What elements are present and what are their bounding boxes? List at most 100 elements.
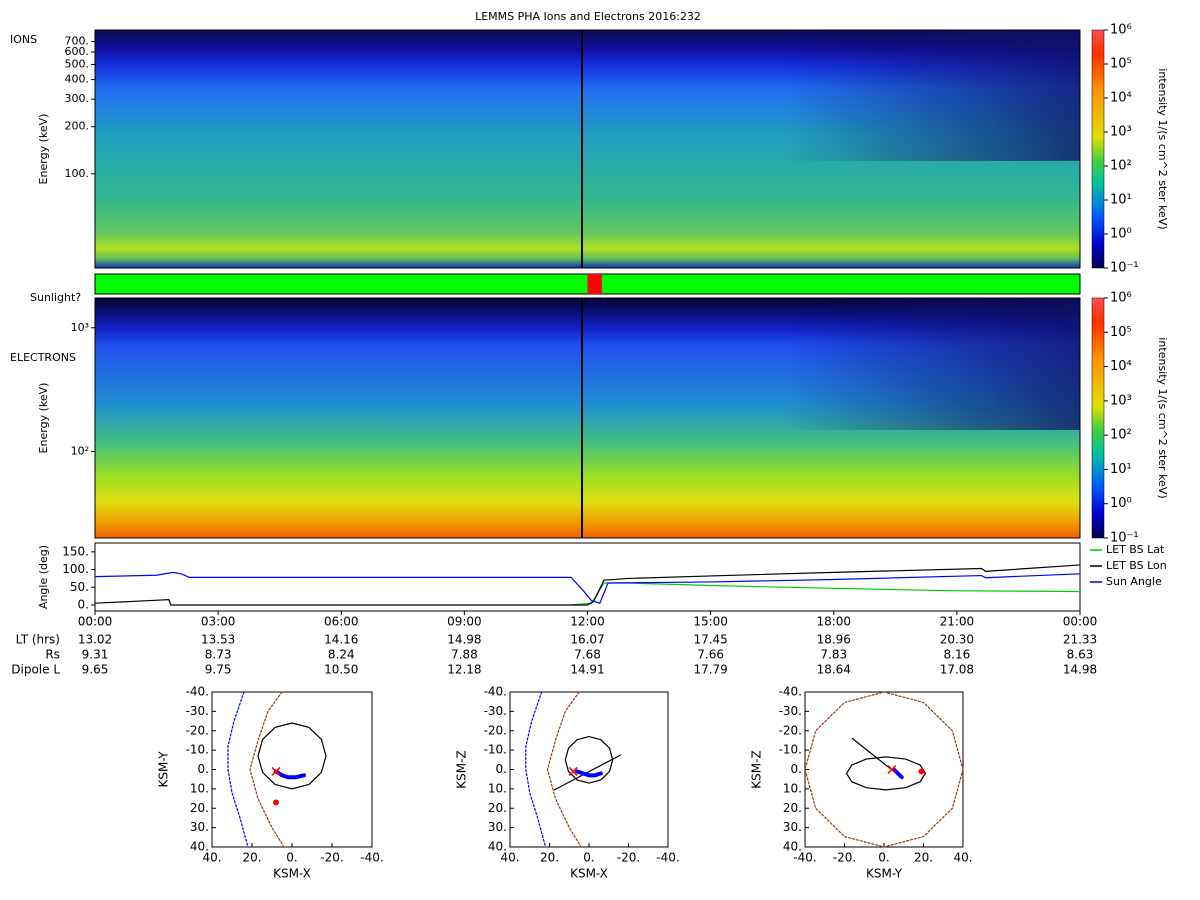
x-tick-label: 12:00 <box>570 615 605 629</box>
y-tick-label: 0. <box>78 597 89 611</box>
x-tick-label: 20. <box>914 851 933 865</box>
ephemeris-label: Rs <box>45 648 60 662</box>
y-tick-label: 10. <box>488 781 507 795</box>
y-tick-label: -10. <box>186 743 209 757</box>
colorbar-tick-label: 10³ <box>1110 393 1132 408</box>
ephemeris-value: 9.75 <box>205 663 232 677</box>
ephemeris-value: 17.08 <box>940 663 974 677</box>
x-tick-label: 20. <box>540 851 559 865</box>
colorbar-tick-label: 10⁴ <box>1110 91 1132 106</box>
orbit-line <box>804 691 964 848</box>
x-tick-label: -20. <box>320 851 343 865</box>
colorbar <box>1091 29 1105 269</box>
colorbar-tick-label: 10² <box>1110 428 1132 443</box>
angle-line <box>571 582 1081 606</box>
y-tick-label: -10. <box>779 743 802 757</box>
y-tick-label: -40. <box>779 685 802 699</box>
y-tick-label: 500. <box>65 57 90 70</box>
x-tick-label: -40. <box>793 851 816 865</box>
orbit-line <box>525 691 547 848</box>
y-tick-label: -30. <box>484 704 507 718</box>
orbit-cross <box>271 766 281 776</box>
colorbar-tick-label: 10¹ <box>1110 193 1132 208</box>
ephemeris-value: 14.91 <box>570 663 604 677</box>
y-tick-label: -40. <box>186 685 209 699</box>
y-axis-label: Angle (deg) <box>37 545 50 609</box>
y-tick-label: -20. <box>186 723 209 737</box>
ephemeris-value: 7.66 <box>697 648 724 662</box>
y-tick-label: 400. <box>65 73 90 86</box>
orbit-line <box>845 756 927 791</box>
ephemeris-value: 8.73 <box>205 648 232 662</box>
y-tick-label: 700. <box>65 35 90 48</box>
y-tick-label: 30. <box>190 820 209 834</box>
y-tick-label: 0. <box>198 762 209 776</box>
ephemeris-value: 18.96 <box>817 633 851 647</box>
y-tick-label: -30. <box>186 704 209 718</box>
legend-label: LET BS Lat <box>1106 543 1165 556</box>
colorbar-tick-label: 10⁵ <box>1110 57 1132 72</box>
x-tick-label: -40. <box>360 851 383 865</box>
x-axis-label: KSM-Y <box>866 867 903 881</box>
y-tick-label: 150. <box>62 544 89 558</box>
y-tick-label: 20. <box>488 801 507 815</box>
x-tick-label: 00:00 <box>1063 615 1098 629</box>
x-tick-label: 0. <box>878 851 889 865</box>
colorbar-tick-label: 10⁰ <box>1110 227 1132 242</box>
plot-frame <box>211 691 373 848</box>
orbit-marker <box>273 799 279 806</box>
x-tick-label: 40. <box>202 851 221 865</box>
y-tick-label: -10. <box>484 743 507 757</box>
y-tick-label: -40. <box>484 685 507 699</box>
x-tick-label: 03:00 <box>201 615 236 629</box>
orbit-line <box>257 722 327 790</box>
ephemeris-value: 8.24 <box>328 648 355 662</box>
x-tick-label: 18:00 <box>816 615 851 629</box>
y-tick-label: 10. <box>783 781 802 795</box>
ephemeris-value: 16.07 <box>570 633 604 647</box>
y-tick-label: 10. <box>190 781 209 795</box>
orbit-marker <box>918 768 925 775</box>
y-tick-label: -30. <box>779 704 802 718</box>
ephemeris-value: 7.88 <box>451 648 478 662</box>
x-tick-label: 20. <box>242 851 261 865</box>
ephemeris-value: 21.33 <box>1063 633 1097 647</box>
x-tick-label: -20. <box>617 851 640 865</box>
ephemeris-label: Dipole L <box>11 663 60 677</box>
y-tick-label: 30. <box>488 820 507 834</box>
panel-label: IONS <box>10 33 37 46</box>
x-tick-label: 0. <box>583 851 594 865</box>
y-tick-label: 10² <box>71 445 89 458</box>
spectrogram-shade <box>95 30 1080 161</box>
y-axis-label: Energy (keV) <box>37 383 50 454</box>
orbit-line <box>553 754 622 791</box>
ephemeris-value: 8.63 <box>1067 648 1094 662</box>
ephemeris-value: 9.31 <box>82 648 109 662</box>
ephemeris-value: 17.45 <box>693 633 727 647</box>
ephemeris-value: 7.68 <box>574 648 601 662</box>
colorbar-tick-label: 10⁴ <box>1110 359 1132 374</box>
angle-line <box>94 571 1081 604</box>
ephemeris-value: 7.83 <box>820 648 847 662</box>
y-axis-label: KSM-Z <box>750 750 764 788</box>
orbit-line <box>564 735 614 784</box>
orbit-line <box>891 767 904 780</box>
ephemeris-value: 10.50 <box>324 663 358 677</box>
orbit-line <box>575 769 603 778</box>
y-tick-label: 20. <box>783 801 802 815</box>
y-tick-label: 50. <box>70 580 89 594</box>
y-tick-label: 100. <box>65 167 90 180</box>
colorbar-tick-label: 10³ <box>1110 125 1132 140</box>
y-tick-label: 0. <box>496 762 507 776</box>
ephemeris-value: 14.16 <box>324 633 358 647</box>
orbit-cross <box>887 764 897 775</box>
y-axis-label: KSM-Y <box>157 751 171 788</box>
x-axis-label: KSM-X <box>273 867 311 881</box>
colorbar-label: intensity 1/(s cm^2 ster keV) <box>1156 337 1169 498</box>
ephemeris-value: 13.53 <box>201 633 235 647</box>
colorbar-tick-label: 10⁻¹ <box>1110 261 1139 276</box>
colorbar-tick-label: 10⁰ <box>1110 496 1132 511</box>
spectrogram-shade <box>95 298 1080 430</box>
y-tick-label: 40. <box>488 840 507 854</box>
